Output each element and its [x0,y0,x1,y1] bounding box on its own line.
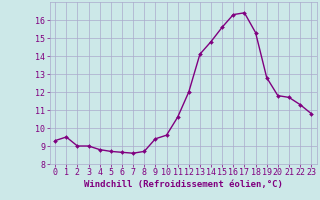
X-axis label: Windchill (Refroidissement éolien,°C): Windchill (Refroidissement éolien,°C) [84,180,283,189]
